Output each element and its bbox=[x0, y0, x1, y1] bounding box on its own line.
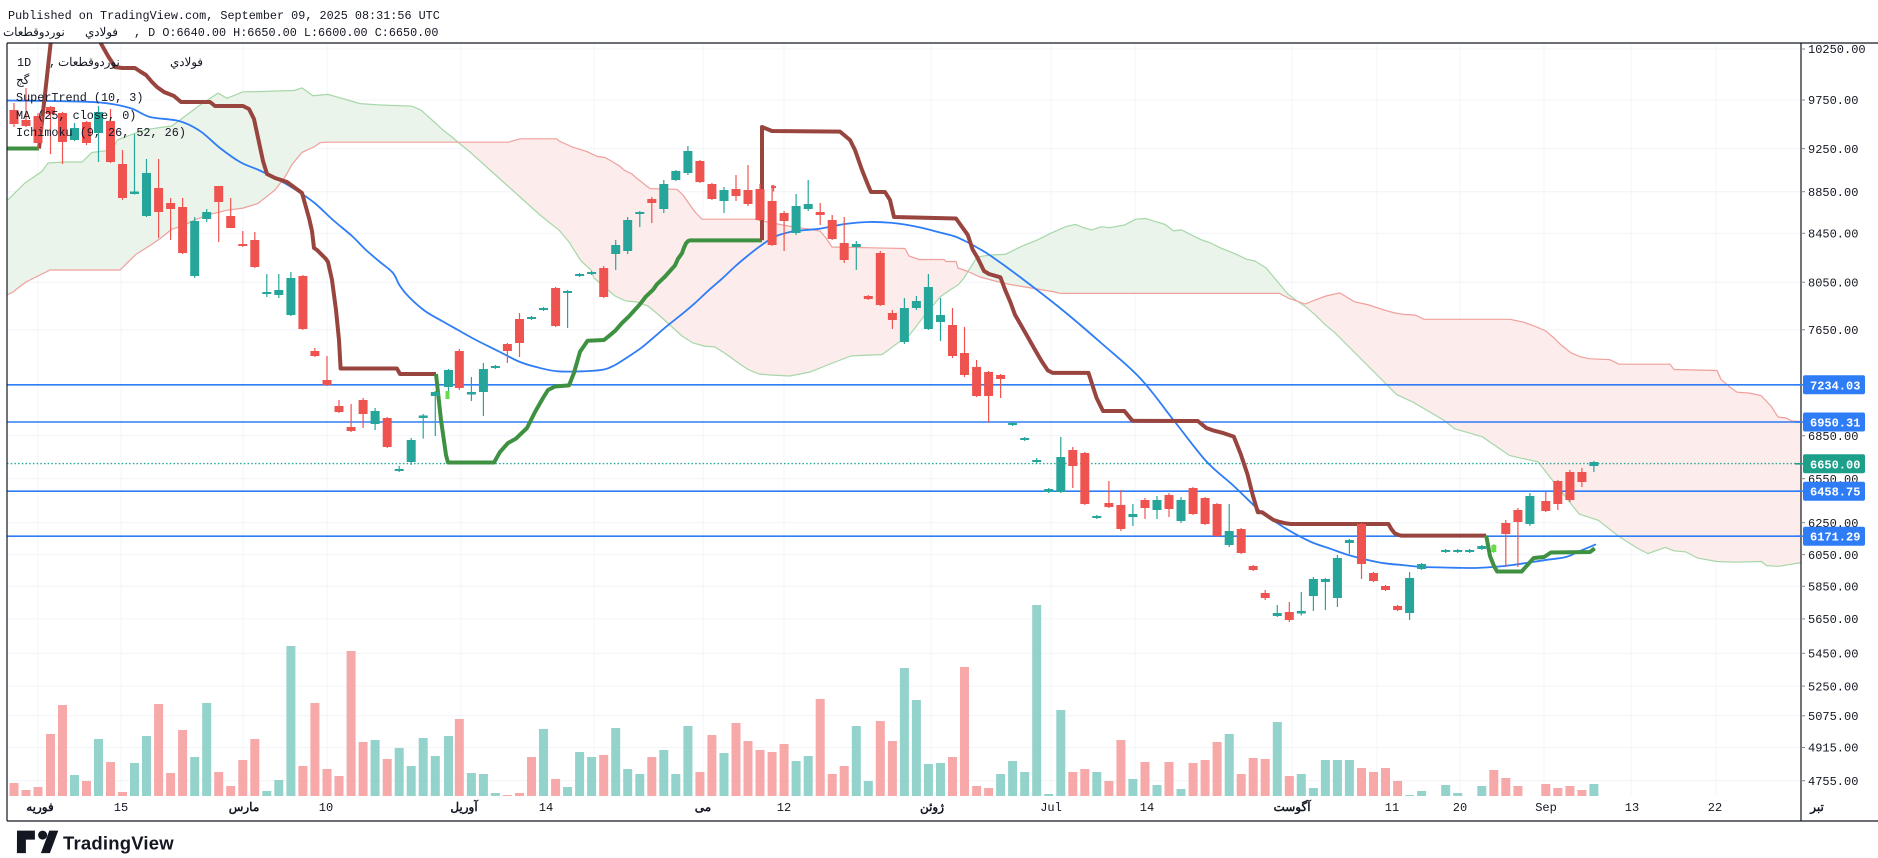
svg-text:تبر: تبر bbox=[1809, 801, 1824, 815]
svg-text:22: 22 bbox=[1708, 801, 1722, 815]
svg-text:14: 14 bbox=[1140, 801, 1154, 815]
svg-text:6050.00: 6050.00 bbox=[1808, 549, 1858, 563]
svg-text:آوريل: آوريل bbox=[450, 798, 479, 815]
svg-text:می: می bbox=[695, 801, 711, 815]
svg-text:فولادي: فولادي bbox=[85, 26, 118, 40]
svg-text:7234.03: 7234.03 bbox=[1810, 379, 1860, 393]
svg-text:11: 11 bbox=[1385, 801, 1399, 815]
svg-text:1D: 1D bbox=[17, 56, 31, 70]
svg-text:MA (25, close, 0): MA (25, close, 0) bbox=[16, 109, 136, 123]
svg-text:فوريه: فوريه bbox=[26, 801, 54, 815]
svg-text:9750.00: 9750.00 bbox=[1808, 94, 1858, 108]
svg-text:,: , bbox=[49, 56, 56, 70]
svg-text:Jul: Jul bbox=[1040, 801, 1062, 815]
svg-text:گج: گج bbox=[16, 73, 30, 88]
svg-text:ژوئن: ژوئن bbox=[920, 801, 944, 815]
svg-text:TradingView: TradingView bbox=[63, 833, 174, 854]
svg-text:Ichimoku (9, 26, 52, 26): Ichimoku (9, 26, 52, 26) bbox=[16, 126, 186, 140]
svg-text:5650.00: 5650.00 bbox=[1808, 613, 1858, 627]
svg-text:نوردوقطعات: نوردوقطعات bbox=[58, 56, 120, 70]
svg-text:7650.00: 7650.00 bbox=[1808, 324, 1858, 338]
svg-text:, D O:6640.00 H:6650.00 L:6600: , D O:6640.00 H:6650.00 L:6600.00 C:6650… bbox=[134, 26, 438, 40]
svg-text:آگوست: آگوست bbox=[1273, 798, 1312, 815]
svg-text:6950.31: 6950.31 bbox=[1810, 417, 1860, 431]
svg-text:فولادي: فولادي bbox=[170, 56, 203, 70]
svg-text:6650.00: 6650.00 bbox=[1810, 458, 1860, 472]
svg-text:10: 10 bbox=[319, 801, 333, 815]
svg-text:6458.75: 6458.75 bbox=[1810, 486, 1860, 500]
svg-text:6171.29: 6171.29 bbox=[1810, 531, 1860, 545]
svg-text:8850.00: 8850.00 bbox=[1808, 186, 1858, 200]
svg-text:12: 12 bbox=[777, 801, 791, 815]
svg-text:5450.00: 5450.00 bbox=[1808, 648, 1858, 662]
svg-text:Published on TradingView.com,: Published on TradingView.com, September … bbox=[8, 9, 440, 23]
svg-text:5850.00: 5850.00 bbox=[1808, 581, 1858, 595]
svg-text:مارس: مارس bbox=[229, 801, 260, 815]
svg-text:نوردوقطعات: نوردوقطعات bbox=[3, 26, 65, 40]
svg-text:4915.00: 4915.00 bbox=[1808, 742, 1858, 756]
svg-text:5075.00: 5075.00 bbox=[1808, 710, 1858, 724]
svg-text:20: 20 bbox=[1453, 801, 1467, 815]
svg-text:8450.00: 8450.00 bbox=[1808, 228, 1858, 242]
svg-text:5250.00: 5250.00 bbox=[1808, 680, 1858, 694]
svg-text:6850.00: 6850.00 bbox=[1808, 430, 1858, 444]
svg-text:8050.00: 8050.00 bbox=[1808, 276, 1858, 290]
svg-text:13: 13 bbox=[1625, 801, 1639, 815]
svg-text:4755.00: 4755.00 bbox=[1808, 775, 1858, 789]
svg-text:9250.00: 9250.00 bbox=[1808, 143, 1858, 157]
svg-text:10250.00: 10250.00 bbox=[1808, 43, 1866, 57]
svg-text:15: 15 bbox=[114, 801, 128, 815]
svg-text:SuperTrend (10, 3): SuperTrend (10, 3) bbox=[16, 91, 143, 105]
svg-text:Sep: Sep bbox=[1535, 801, 1557, 815]
svg-text:14: 14 bbox=[539, 801, 553, 815]
